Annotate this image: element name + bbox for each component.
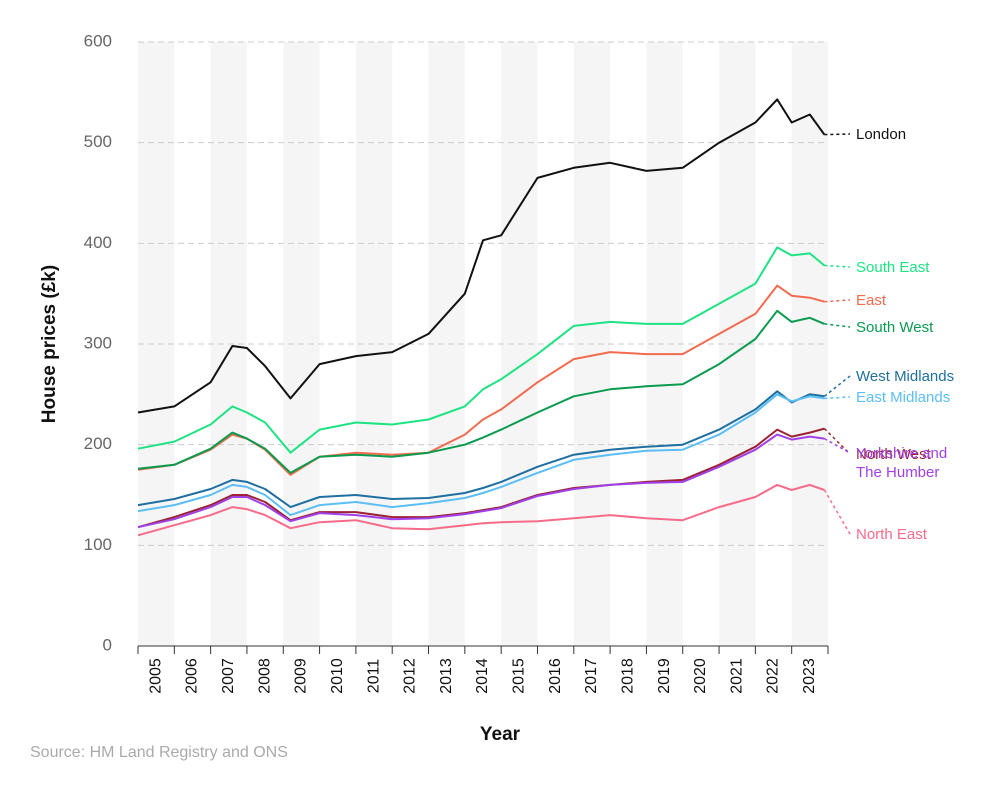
x-tick-label: 2019 [656,658,673,694]
x-axis-title: Year [480,724,521,745]
x-tick-label: 2021 [728,658,745,694]
x-tick-label: 2014 [474,658,491,694]
series-label: Yorkshire and The Humber [856,445,948,481]
series-label: East [856,292,887,309]
x-tick-label: 2017 [583,658,600,694]
x-tick-label: 2009 [293,658,310,694]
label-connector [823,375,851,397]
x-tick-label: 2008 [256,658,273,694]
series-line [137,390,825,509]
x-tick-label: 2006 [184,658,201,694]
y-tick-label: 300 [84,333,112,352]
x-tick-label: 2015 [511,658,528,694]
x-tick-label: 2007 [220,658,237,694]
y-tick-label: 600 [84,31,112,50]
series-label: South West [856,319,934,336]
x-tick-label: 2018 [619,658,636,694]
series-label: London [856,126,907,143]
y-tick-label: 100 [84,535,112,554]
x-tick-label: 2020 [692,658,709,694]
series-label: North East [856,526,927,543]
series-line [137,433,825,529]
series-line [137,483,825,537]
series-line [137,309,825,474]
label-connector [824,133,851,136]
x-tick-label: 2016 [547,658,564,694]
series-label: East Midlands [856,389,951,406]
y-tick-label: 400 [84,233,112,252]
x-tick-label: 2013 [438,658,455,694]
source: Source: HM Land Registry and ONS [30,744,288,761]
x-tick-label: 2012 [402,658,419,694]
y-axis-title: House prices (£k) [39,265,60,423]
label-connector [823,489,851,535]
series-line [137,98,826,414]
label-connector [824,396,851,400]
x-tick-label: 2010 [329,658,346,694]
x-tick-label: 2022 [765,658,782,694]
series-line [137,246,826,454]
x-tick-label: 2005 [147,658,164,694]
label-connector [824,264,851,268]
series-label: North West [856,446,931,463]
series-label: South East [856,259,930,276]
label-connector [824,437,851,454]
y-tick-label: 500 [84,132,112,151]
label-connector [824,299,851,303]
series-label: West Midlands [856,368,955,385]
x-tick-label: 2023 [801,658,818,694]
x-tick-label: 2011 [365,659,382,694]
y-tick-label: 200 [84,434,112,453]
series-line [137,393,825,517]
y-tick-label: 0 [103,635,112,654]
label-connector [824,323,851,328]
